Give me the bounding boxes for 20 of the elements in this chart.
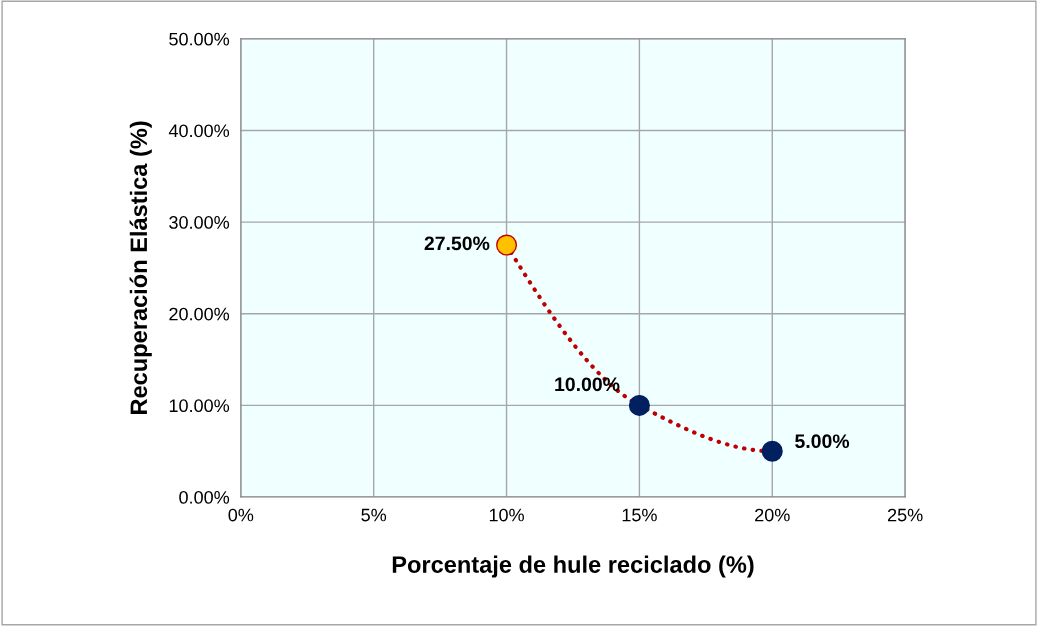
x-tick-label: 0% [228,508,254,522]
x-axis-title: Porcentaje de hule reciclado (%) [392,555,754,578]
point [496,234,518,256]
data-label: 10.00% [555,377,620,392]
point [628,394,650,416]
x-tick-label: 10% [489,508,524,522]
y-tick-label: 50.00% [169,32,230,46]
y-tick-label: 30.00% [169,216,230,229]
y-axis-title: Recuperación Elástica (%) [129,121,152,414]
y-tick-label: 0.00% [179,490,230,504]
x-tick-label: 25% [887,508,923,522]
x-tick-label: 15% [622,508,657,522]
y-tick-label: 40.00% [168,124,230,138]
y-tick-label: 20.00% [169,307,230,321]
x-tick-label: 5% [361,508,387,522]
point [761,440,783,462]
data-label: 27.50% [424,236,490,251]
data-label: 5.00% [795,434,850,449]
x-tick-label: 20% [755,508,790,522]
y-tick-label: 10.00% [169,399,230,413]
